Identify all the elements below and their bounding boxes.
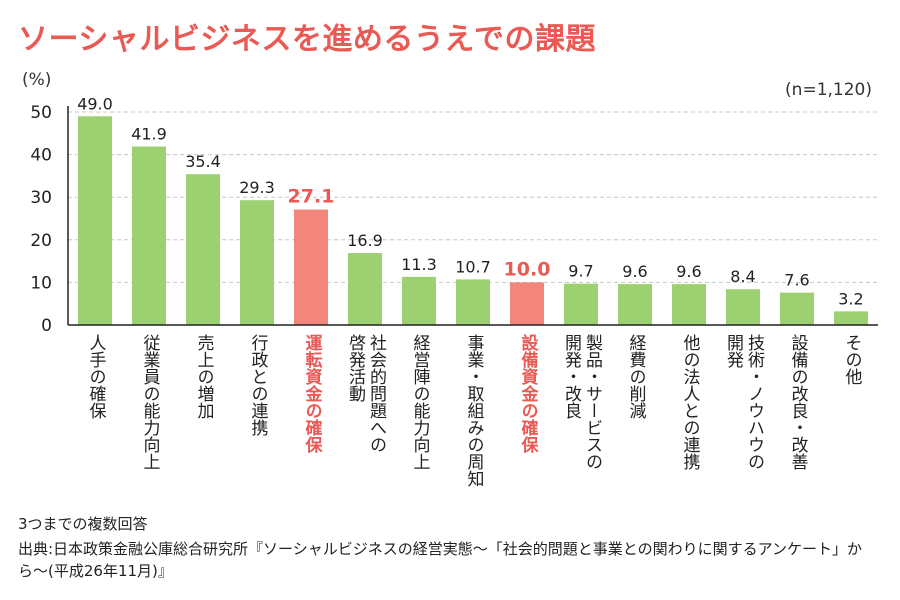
bar-value-label: 35.4	[185, 152, 221, 171]
bar-value-label: 10.7	[455, 257, 491, 276]
bar	[564, 283, 598, 325]
y-tick-label: 0	[41, 316, 52, 336]
y-axis-unit-label: (%)	[22, 70, 52, 90]
y-tick-label: 10	[30, 273, 52, 293]
bar-value-label: 29.3	[239, 178, 275, 197]
x-category-label: 設備の改良・改善	[787, 334, 808, 470]
x-category-label: 技術・ノウハウの 開発	[723, 334, 764, 470]
bar-value-label: 49.0	[77, 94, 113, 113]
bar	[456, 279, 490, 325]
bar	[834, 311, 868, 325]
bar-value-label: 8.4	[730, 267, 755, 286]
bar	[726, 289, 760, 325]
chart-title: ソーシャルビジネスを進めるうえでの課題	[18, 22, 596, 57]
source-citation: 出典:日本政策金融公庫総合研究所『ソーシャルビジネスの経営実態〜「社会的問題と事…	[18, 540, 863, 580]
x-category-label: 売上の増加	[193, 334, 214, 419]
bar	[186, 174, 220, 325]
x-category-label: 製品・サービスの 開発・改良	[561, 334, 602, 470]
bar-value-label: 3.2	[838, 289, 863, 308]
y-tick-label: 30	[30, 188, 52, 208]
x-category-label: 他の法人との連携	[679, 334, 700, 470]
bar-value-label: 11.3	[401, 255, 437, 274]
y-tick-label: 20	[30, 231, 52, 251]
y-tick-label: 50	[30, 103, 52, 123]
bar	[132, 146, 166, 325]
bar-value-label: 9.6	[622, 262, 647, 281]
bar	[402, 276, 436, 325]
x-category-label: 運転資金の確保	[301, 334, 322, 453]
sample-size-label: (n=1,120)	[785, 80, 872, 100]
bar	[780, 292, 814, 325]
bar	[618, 284, 652, 325]
bar-value-label: 9.6	[676, 262, 701, 281]
bar	[348, 253, 382, 325]
x-category-label: 経費の削減	[625, 334, 646, 419]
bar	[294, 209, 328, 325]
bar	[672, 284, 706, 325]
x-category-label: その他	[841, 334, 862, 385]
bar-value-label: 7.6	[784, 271, 809, 290]
x-category-label: 経営陣の能力向上	[409, 334, 430, 470]
bar-value-label: 16.9	[347, 231, 383, 250]
x-category-label: 事業・取組みの周知	[463, 334, 484, 487]
bar	[240, 200, 274, 325]
bar	[510, 282, 544, 325]
bar-value-label: 41.9	[131, 125, 167, 144]
y-tick-label: 40	[30, 146, 52, 166]
x-category-label: 社会的問題への 啓発活動	[345, 334, 386, 453]
bar	[78, 116, 112, 325]
footnote: 3つまでの複数回答	[18, 515, 148, 533]
x-category-label: 従業員の能力向上	[139, 334, 160, 470]
bar-value-label: 27.1	[288, 186, 335, 208]
x-category-label: 設備資金の確保	[517, 334, 538, 453]
x-category-label: 人手の確保	[85, 334, 106, 419]
bar-value-label: 10.0	[504, 258, 551, 280]
x-category-label: 行政との連携	[247, 334, 268, 436]
bar-value-label: 9.7	[568, 262, 593, 281]
